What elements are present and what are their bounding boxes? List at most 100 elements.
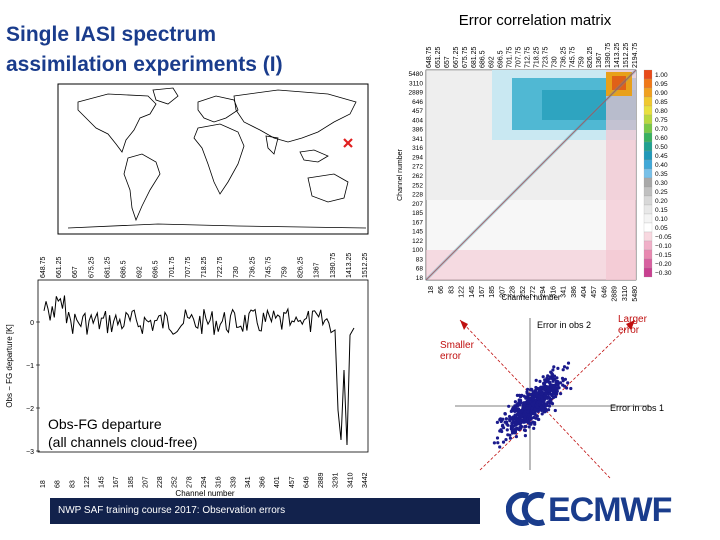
matrix-top-tick-label: 1512.25	[623, 43, 630, 68]
matrix-left-tick-label: 2889	[409, 90, 424, 97]
colorbar-swatch	[643, 177, 653, 188]
correlation-matrix: 648.75 651.25 657 667.25 675.75 681.25 686.5 69…	[397, 43, 672, 302]
matrix-left-tick-label: 68	[416, 266, 424, 273]
cross-marker-icon	[343, 138, 353, 148]
departure-plot: 648.75 661.25 667 675.25 681.25 686.5 692 696.5…	[5, 253, 369, 498]
matrix-top-tick-label: 675.75	[462, 46, 469, 68]
colorbar-label: 0.90	[655, 90, 668, 97]
departure-top-tick-label: 692	[137, 266, 144, 278]
scatter-y-label: Error in obs 2	[537, 320, 591, 330]
smaller-error-label: Smaller error	[440, 340, 475, 362]
departure-bottom-tick-label: 366	[260, 476, 267, 488]
world-map	[57, 83, 369, 235]
matrix-left-tick-label: 262	[412, 173, 423, 180]
departure-bottom-tick-label: 401	[274, 476, 281, 488]
matrix-bottom-tick-label: 18	[428, 286, 435, 294]
matrix-top-tick-label: 686.5	[480, 50, 487, 68]
matrix-bottom-tick-label: 646	[601, 286, 608, 298]
departure-bottom-tick-label: 68	[55, 480, 62, 488]
error-scatter-diagram: Error in obs 2 Error in obs 1 Smaller err…	[440, 314, 664, 479]
matrix-bottom-tick-label: 2889	[612, 286, 619, 302]
matrix-blocks	[424, 68, 638, 282]
colorbar-swatch	[643, 186, 653, 197]
matrix-bottom-tick-label: 3110	[622, 286, 629, 301]
matrix-bottom-tick-label: 207	[499, 286, 506, 298]
departure-bottom-tick-label: 646	[303, 476, 310, 488]
matrix-bottom-tick-label: 167	[479, 286, 486, 298]
departure-top-tick-label: 826.25	[298, 256, 305, 278]
matrix-bottom-tick-label: 457	[591, 286, 598, 298]
departure-top-tick-label: 701.75	[169, 256, 176, 278]
matrix-top-tick-label: 1367	[596, 52, 603, 68]
matrix-bottom-tick-label: 341	[561, 286, 568, 298]
matrix-left-tick-label: 83	[416, 256, 424, 263]
matrix-bottom-tick-label: 145	[469, 286, 476, 298]
colorbar-label: 0.60	[655, 135, 668, 142]
departure-bottom-tick-label: 167	[113, 476, 120, 488]
matrix-top-tick-label: 648.75	[426, 46, 433, 68]
colorbar-swatch	[643, 114, 653, 125]
colorbar-label: 0.70	[655, 126, 668, 133]
colorbar-swatch	[643, 159, 653, 170]
colorbar-swatch	[643, 78, 653, 89]
departure-bottom-tick-label: 278	[186, 476, 193, 488]
matrix-top-tick-label: 723.75	[542, 46, 549, 68]
matrix-top-tick-label: 657	[444, 56, 451, 68]
departure-top-tick-label: 730	[233, 266, 240, 278]
colorbar-swatch	[643, 195, 653, 206]
matrix-left-tick-label: 404	[412, 117, 423, 124]
colorbar-swatch	[643, 213, 653, 224]
departure-bottom-tick-label: 185	[128, 476, 135, 488]
departure-bottom-tick-label: 341	[245, 476, 252, 488]
matrix-ylabel: Channel number	[397, 148, 404, 200]
scatter-points	[492, 361, 573, 449]
matrix-left-tick-label: 457	[412, 108, 423, 115]
matrix-left-tick-label: 228	[412, 192, 423, 199]
colorbar-label: 1.00	[655, 72, 668, 79]
colorbar-label: 0.45	[655, 153, 668, 160]
colorbar-swatch	[643, 69, 653, 80]
matrix-top-tick-label: 2194.75	[632, 43, 639, 68]
departure-ylabel: Obs − FG departure [K]	[5, 324, 14, 407]
departure-top-tick-label: 745.75	[265, 256, 272, 278]
matrix-left-tick-label: 145	[412, 229, 423, 236]
colorbar-swatch	[643, 141, 653, 152]
departure-bottom-tick-label: 18	[40, 480, 47, 488]
footer-text: NWP SAF training course 2017: Observatio…	[58, 505, 286, 516]
matrix-left-tick-label: 100	[412, 247, 423, 254]
matrix-top-tick-label: 730	[551, 56, 558, 68]
departure-top-tick-label: 648.75	[40, 256, 47, 278]
matrix-bottom-tick-label: 272	[530, 286, 537, 298]
departure-bottom-tick-label: 2889	[318, 472, 325, 488]
colorbar-label: −0.10	[655, 243, 672, 250]
departure-bottom-tick-label: 207	[142, 476, 149, 488]
departure-top-tick-label: 686.5	[121, 260, 128, 278]
matrix-top-tick-label: 701.75	[507, 46, 514, 68]
departure-top-tick-label: 681.25	[104, 256, 111, 278]
departure-bottom-tick-label: 457	[289, 476, 296, 488]
matrix-top-tick-label: 667.25	[453, 46, 460, 68]
matrix-bottom-tick-label: 228	[510, 286, 517, 298]
larger-error-arrow-icon	[626, 320, 635, 330]
colorbar-swatch	[643, 123, 653, 134]
colorbar-label: 0.95	[655, 81, 668, 88]
colorbar-label: 0.15	[655, 207, 668, 214]
colorbar-swatch	[643, 150, 653, 161]
matrix-left-tick-label: 386	[412, 127, 423, 134]
colorbar-label: 0.05	[655, 225, 668, 232]
departure-top-tick-label: 718.25	[201, 256, 208, 278]
matrix-bottom-tick-label: 122	[459, 286, 466, 298]
colorbar-label: 0.20	[655, 198, 668, 205]
matrix-left-tick-label: 646	[412, 99, 423, 106]
matrix-left-tick-label: 207	[412, 201, 423, 208]
matrix-top-tick-label: 651.25	[435, 46, 442, 68]
matrix-top-tick-label: 707.75	[516, 46, 523, 68]
colorbar-label: −0.05	[655, 234, 672, 241]
colorbar-label: −0.20	[655, 261, 672, 268]
departure-xlabel: Channel number	[175, 489, 234, 498]
departure-bottom-tick-label: 3410	[347, 472, 354, 488]
colorbar-swatch	[643, 132, 653, 143]
matrix-top-tick-label: 1413.25	[614, 43, 621, 68]
departure-top-tick-label: 759	[282, 266, 289, 278]
footer-bar	[50, 498, 480, 524]
